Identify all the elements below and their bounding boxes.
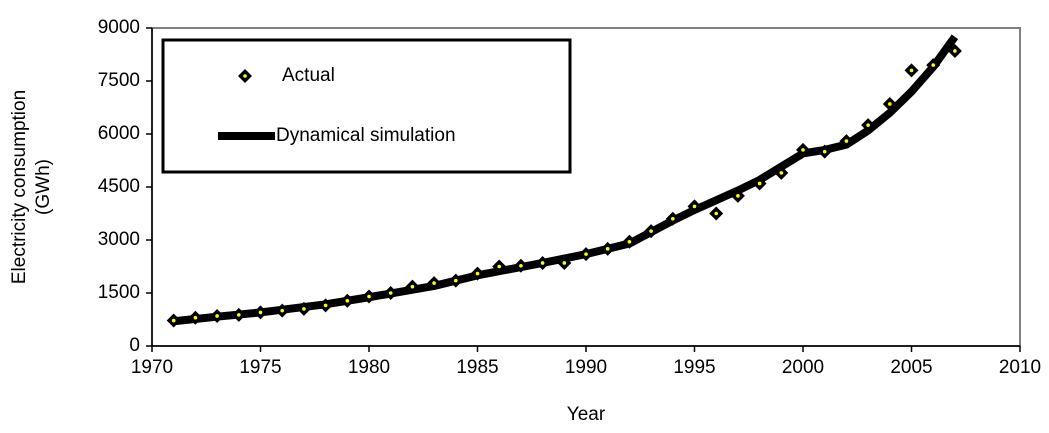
marker-center bbox=[519, 263, 523, 268]
x-axis-title: Year bbox=[567, 404, 606, 425]
marker-center bbox=[258, 310, 263, 315]
data-point bbox=[622, 234, 637, 249]
y-tick-label: 0 bbox=[129, 335, 140, 356]
data-point bbox=[817, 144, 832, 159]
marker-center bbox=[909, 68, 914, 73]
data-point bbox=[752, 176, 767, 191]
marker-center bbox=[671, 217, 675, 221]
data-point bbox=[839, 134, 854, 149]
data-point bbox=[405, 279, 420, 294]
marker-center bbox=[280, 308, 285, 313]
marker-center bbox=[302, 307, 306, 311]
y-axis-title: (GWh) bbox=[33, 159, 54, 215]
data-point bbox=[904, 63, 919, 78]
marker-center bbox=[605, 247, 610, 251]
marker-center bbox=[844, 139, 849, 143]
data-point bbox=[730, 188, 745, 203]
y-tick-label: 3000 bbox=[98, 229, 140, 250]
marker-center bbox=[497, 264, 502, 269]
y-tick-label: 7500 bbox=[98, 70, 140, 91]
data-point bbox=[774, 165, 789, 180]
data-point bbox=[882, 96, 897, 111]
data-point bbox=[579, 247, 593, 262]
data-point bbox=[513, 258, 528, 273]
data-point bbox=[383, 286, 398, 300]
legend-label: Dynamical simulation bbox=[276, 125, 456, 146]
x-tick-label: 1970 bbox=[131, 357, 173, 378]
marker-center bbox=[171, 318, 176, 323]
data-point bbox=[318, 298, 333, 313]
data-point bbox=[665, 211, 680, 226]
x-tick-label: 2000 bbox=[782, 357, 824, 378]
data-point bbox=[188, 310, 203, 325]
marker-center bbox=[584, 252, 588, 256]
x-tick-label: 1990 bbox=[565, 357, 607, 378]
x-tick-label: 1975 bbox=[239, 357, 281, 378]
marker-center bbox=[475, 271, 480, 276]
data-point bbox=[557, 255, 572, 270]
y-tick-label: 6000 bbox=[98, 123, 140, 144]
legend-label: Actual bbox=[282, 65, 335, 86]
data-point bbox=[947, 43, 962, 58]
marker-center bbox=[627, 239, 632, 244]
marker-center bbox=[953, 49, 957, 53]
data-point bbox=[340, 293, 355, 308]
marker-center bbox=[692, 204, 697, 209]
data-point bbox=[535, 255, 550, 270]
marker-center bbox=[866, 123, 870, 127]
data-point bbox=[448, 273, 463, 288]
data-point bbox=[210, 308, 225, 323]
legend-marker bbox=[238, 69, 252, 83]
marker-center bbox=[649, 229, 653, 233]
data-point bbox=[166, 313, 181, 328]
x-tick-label: 1980 bbox=[348, 357, 390, 378]
marker-center bbox=[388, 291, 393, 295]
marker-center bbox=[454, 278, 458, 283]
marker-center bbox=[237, 313, 241, 317]
data-point bbox=[470, 266, 485, 281]
marker-center bbox=[562, 261, 567, 265]
marker-center bbox=[345, 298, 350, 303]
y-tick-label: 1500 bbox=[98, 282, 140, 303]
marker-center bbox=[757, 181, 762, 186]
marker-center bbox=[367, 294, 371, 299]
legend-box bbox=[161, 38, 572, 174]
x-tick-label: 2010 bbox=[999, 357, 1041, 378]
marker-center bbox=[801, 148, 805, 152]
data-point bbox=[427, 276, 442, 291]
y-axis-title: Electricity consumption bbox=[9, 90, 30, 284]
y-tick-label: 9000 bbox=[98, 17, 140, 38]
marker-center bbox=[736, 194, 740, 198]
marker-center bbox=[215, 314, 219, 318]
x-tick-label: 1985 bbox=[456, 357, 498, 378]
y-tick-label: 4500 bbox=[98, 176, 140, 197]
data-point bbox=[861, 118, 876, 133]
marker-center bbox=[931, 63, 935, 67]
data-point bbox=[644, 224, 659, 239]
marker-center bbox=[714, 211, 718, 216]
marker-center bbox=[193, 315, 198, 320]
marker-center bbox=[822, 149, 827, 154]
data-point bbox=[296, 301, 311, 316]
data-point bbox=[231, 307, 246, 322]
data-point bbox=[362, 289, 376, 304]
data-point bbox=[687, 199, 702, 214]
marker-center bbox=[243, 74, 247, 78]
data-point bbox=[709, 206, 724, 221]
marker-center bbox=[410, 284, 415, 289]
marker-center bbox=[432, 281, 436, 285]
x-tick-label: 2005 bbox=[890, 357, 932, 378]
marker-center bbox=[888, 102, 892, 106]
data-point bbox=[492, 259, 507, 274]
marker-center bbox=[540, 261, 545, 265]
marker-center bbox=[323, 303, 328, 308]
marker-center bbox=[779, 171, 784, 175]
x-tick-label: 1995 bbox=[673, 357, 715, 378]
data-point bbox=[600, 241, 615, 256]
data-point bbox=[275, 303, 290, 318]
data-point bbox=[253, 305, 268, 320]
data-point bbox=[796, 142, 810, 157]
data-point bbox=[926, 58, 941, 73]
